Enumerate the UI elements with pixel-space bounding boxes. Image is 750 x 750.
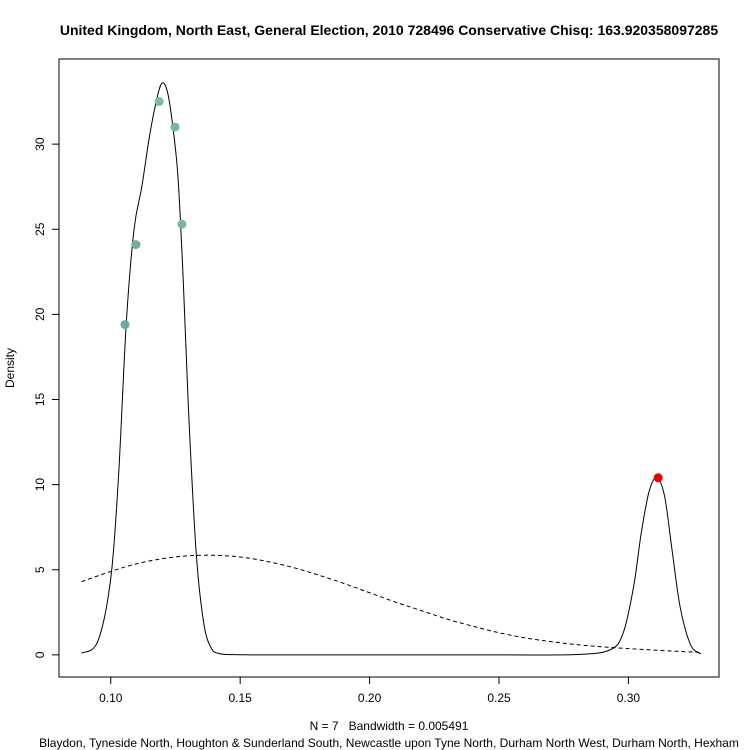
data-point (131, 240, 141, 250)
chart-subtitle: Blaydon, Tyneside North, Houghton & Sund… (39, 736, 739, 750)
x-tick-label: 0.10 (99, 691, 123, 705)
y-tick-label: 5 (33, 566, 47, 573)
y-axis: 0 5 10 15 20 25 30 (33, 137, 59, 658)
density-curve (81, 82, 702, 656)
x-tick-label: 0.25 (487, 691, 511, 705)
y-tick-label: 25 (33, 222, 47, 236)
x-tick-label: 0.15 (228, 691, 252, 705)
data-point (154, 97, 164, 107)
x-tick-label: 0.30 (617, 691, 641, 705)
points-layer (120, 97, 663, 483)
data-point (120, 320, 130, 330)
x-axis: 0.10 0.15 0.20 0.25 0.30 (99, 677, 640, 705)
y-axis-label: Density (3, 348, 17, 388)
data-point (653, 473, 663, 483)
x-tick-label: 0.20 (358, 691, 382, 705)
data-point (170, 122, 180, 132)
y-tick-label: 0 (33, 651, 47, 658)
plot-frame (58, 58, 720, 678)
y-tick-label: 15 (33, 393, 47, 407)
y-tick-label: 20 (33, 307, 47, 321)
x-axis-label: N = 7 Bandwidth = 0.005491 (310, 719, 469, 733)
chart-title: United Kingdom, North East, General Elec… (60, 22, 719, 38)
data-point (177, 219, 187, 229)
series-layer (81, 82, 702, 656)
y-tick-label: 10 (33, 478, 47, 492)
normal-reference-curve (81, 554, 701, 653)
y-tick-label: 30 (33, 137, 47, 151)
